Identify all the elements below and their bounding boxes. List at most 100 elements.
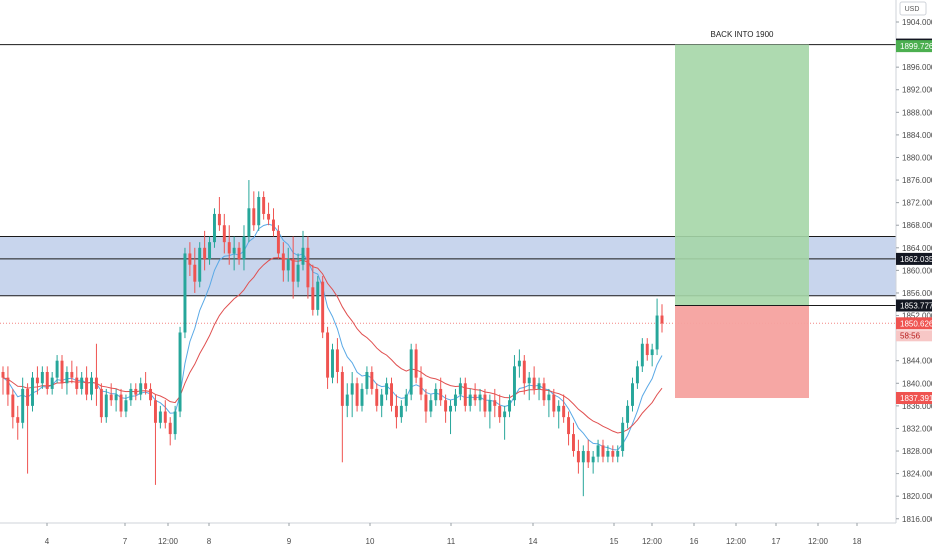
candle-body	[90, 377, 93, 395]
candle-body	[586, 451, 590, 463]
price-tag-label: 1837.391	[900, 394, 932, 403]
candle-body	[99, 388, 103, 418]
candle-body	[281, 253, 285, 271]
y-tick-label: 1820.000	[902, 492, 932, 501]
y-tick-label: 1832.000	[902, 424, 932, 433]
y-tick-label: 1892.000	[902, 86, 932, 95]
candle-body	[124, 400, 128, 412]
candle-body	[104, 394, 108, 418]
candle-body	[547, 394, 551, 401]
candle-body	[21, 388, 25, 423]
x-tick-label: 12:00	[642, 537, 663, 546]
price-tag-label: 1899.726	[900, 42, 932, 51]
price-tag-label: 1850.626	[900, 319, 932, 328]
y-tick-label: 1868.000	[902, 221, 932, 230]
y-tick-label: 1852.000	[902, 312, 932, 321]
ema-layer	[0, 223, 896, 451]
y-tick-label: 1840.000	[902, 379, 932, 388]
candle-body	[35, 377, 39, 384]
candle-layer	[1, 180, 664, 497]
candle-body	[109, 394, 113, 401]
candle-body	[532, 377, 536, 389]
candle-body	[409, 349, 413, 395]
candle-body	[567, 417, 571, 435]
currency-box	[899, 1, 927, 16]
candle-body	[31, 377, 34, 406]
candle-body	[114, 394, 118, 401]
candle-body	[419, 377, 423, 395]
candle-body	[94, 377, 98, 389]
candle-body	[65, 371, 69, 384]
candle-body	[508, 400, 512, 412]
y-tick-label: 1872.000	[902, 199, 932, 208]
x-tick-label: 12:00	[808, 537, 829, 546]
candle-body	[601, 445, 605, 457]
candle-body	[227, 242, 231, 254]
candle-body	[163, 411, 167, 423]
candle-body	[316, 281, 320, 310]
tag-layer: 1900.0001899.7261862.0351853.7771850.626…	[896, 38, 932, 405]
candle-body	[311, 287, 315, 310]
x-tick-label: 9	[287, 537, 292, 546]
candle-body	[650, 349, 654, 356]
candle-body	[247, 208, 251, 237]
position-stop-zone[interactable]	[675, 305, 809, 399]
candle-body	[262, 196, 266, 214]
candle-body	[360, 388, 364, 406]
y-tick-label: 1880.000	[902, 153, 932, 162]
candle-body	[306, 247, 310, 288]
countdown-tag	[896, 330, 932, 342]
candle-body	[503, 411, 507, 418]
candle-body	[424, 394, 428, 412]
y-tick-label: 1836.000	[902, 402, 932, 411]
candle-body	[517, 360, 521, 367]
candle-body	[153, 400, 157, 423]
candle-body	[198, 247, 202, 282]
y-tick-label: 1816.000	[902, 515, 932, 524]
y-tick-label: 1904.000	[902, 18, 932, 27]
candle-body	[512, 366, 516, 401]
candle-body	[212, 213, 216, 243]
price-tag-label: 1862.035	[900, 255, 932, 264]
candle-body	[257, 196, 261, 226]
candle-body	[178, 332, 182, 412]
x-tick-label: 4	[45, 537, 50, 546]
candle-body	[134, 388, 138, 395]
y-tick-label: 1876.000	[902, 176, 932, 185]
candle-body	[40, 371, 44, 384]
candle-body	[149, 388, 153, 401]
candle-body	[75, 377, 79, 389]
candle-body	[129, 388, 133, 401]
candle-body	[296, 264, 300, 282]
candle-body	[478, 394, 482, 401]
candle-body	[1, 371, 5, 378]
price-tag	[896, 392, 932, 405]
candle-body	[576, 451, 580, 463]
candle-body	[208, 242, 212, 260]
candle-body	[183, 253, 187, 333]
candle-body	[380, 394, 384, 406]
candle-body	[390, 383, 393, 406]
candle-body	[26, 388, 30, 406]
candle-body	[80, 377, 84, 389]
x-tick-label: 12:00	[158, 537, 179, 546]
y-tick-label: 1896.000	[902, 63, 932, 72]
candle-body	[331, 349, 334, 378]
candle-body	[168, 422, 172, 435]
candle-body	[85, 377, 89, 395]
candle-body	[468, 394, 472, 406]
candle-body	[640, 343, 644, 367]
candle-body	[434, 388, 438, 401]
candle-body	[581, 451, 585, 463]
candle-body	[119, 394, 123, 412]
candle-body	[345, 394, 349, 406]
candle-body	[193, 264, 197, 282]
candle-body	[473, 394, 477, 401]
candle-body	[572, 434, 575, 452]
candle-body	[222, 225, 226, 243]
candle-body	[635, 366, 639, 384]
position-target-zone[interactable]	[675, 44, 809, 306]
candle-body	[301, 247, 305, 265]
